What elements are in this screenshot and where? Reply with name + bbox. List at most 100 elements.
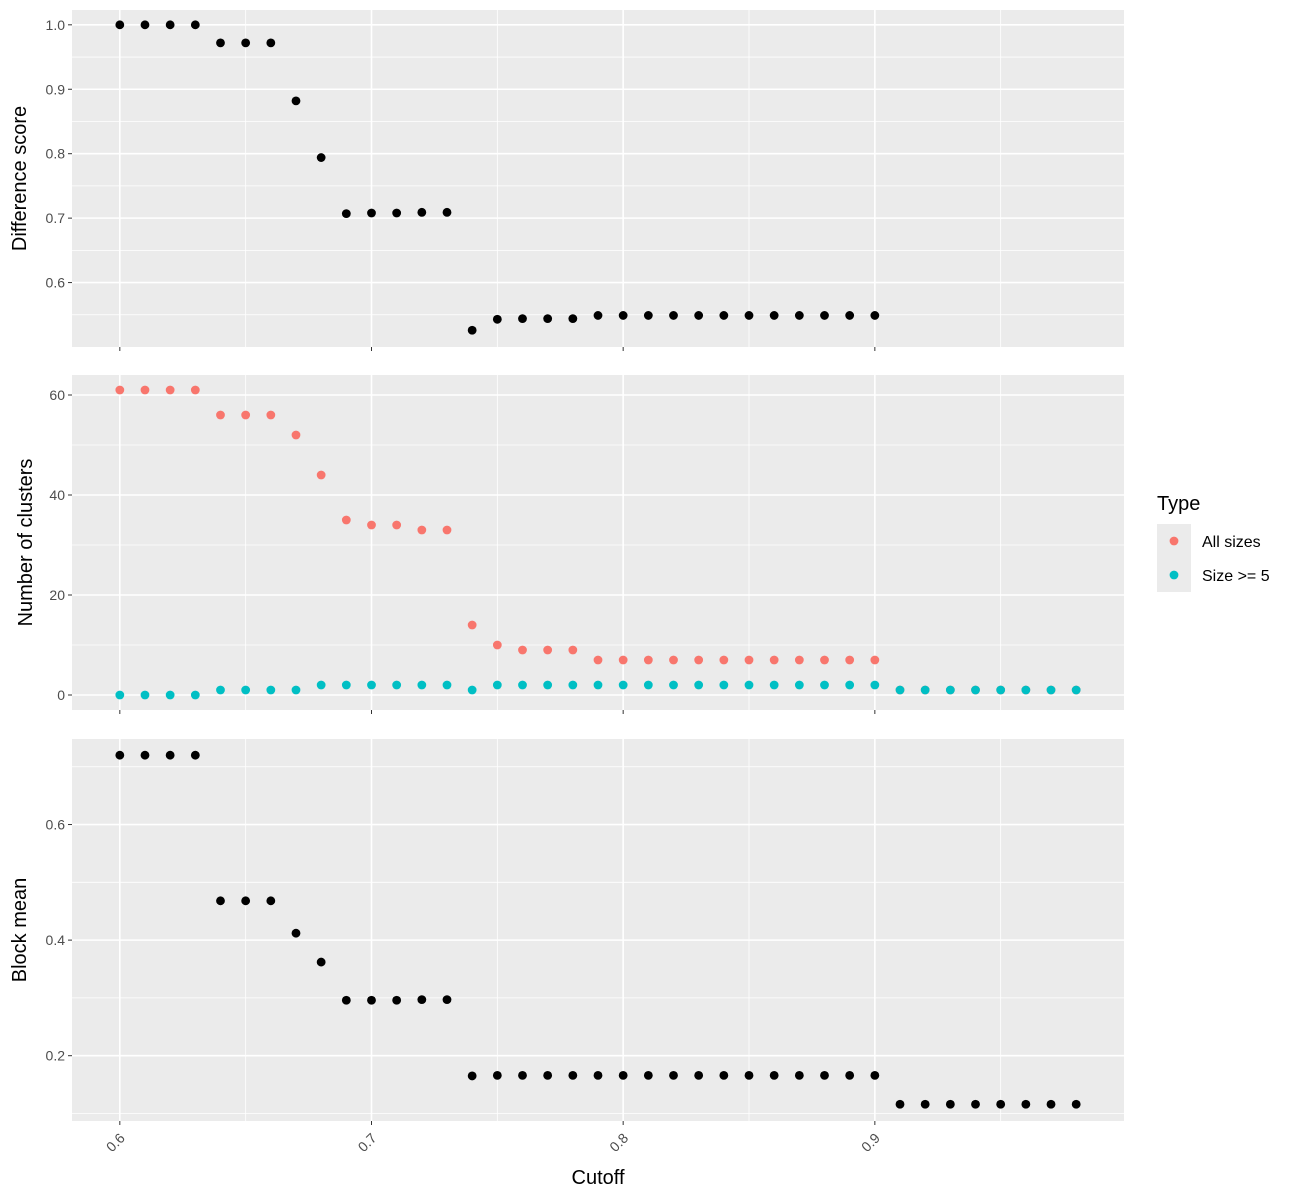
data-point	[996, 685, 1006, 695]
y-tick-label: 0.7	[46, 210, 66, 226]
data-point	[744, 1070, 754, 1080]
data-point	[165, 750, 175, 760]
data-point	[417, 995, 427, 1005]
legend-label: Size >= 5	[1202, 568, 1270, 585]
y-tick-label: 0.4	[46, 932, 66, 948]
data-point	[417, 525, 427, 535]
data-point	[996, 1099, 1006, 1109]
panel-background	[72, 739, 1124, 1121]
data-point	[870, 1070, 880, 1080]
data-point	[216, 896, 225, 906]
legend-swatch	[1169, 536, 1179, 546]
data-point	[543, 680, 553, 690]
data-point	[618, 1070, 628, 1080]
data-point	[568, 314, 578, 324]
data-point	[1071, 1099, 1081, 1109]
data-point	[216, 410, 225, 420]
legend-label: All sizes	[1202, 534, 1261, 551]
y-tick-label: 1.0	[46, 17, 66, 33]
data-point	[518, 680, 527, 690]
data-point	[492, 1070, 502, 1080]
data-point	[266, 685, 276, 695]
data-point	[543, 314, 553, 324]
y-axis-title: Block mean	[9, 878, 31, 983]
data-point	[266, 38, 276, 48]
data-point	[467, 325, 477, 335]
data-point	[794, 655, 804, 665]
data-point	[820, 1070, 829, 1080]
data-point	[190, 750, 200, 760]
data-point	[115, 385, 125, 395]
data-point	[115, 690, 125, 700]
data-point	[190, 690, 200, 700]
data-point	[719, 655, 729, 665]
panel-background	[72, 375, 1124, 710]
y-tick-label: 60	[49, 387, 65, 403]
data-point	[392, 680, 402, 690]
data-point	[417, 680, 427, 690]
data-point	[694, 680, 704, 690]
data-point	[945, 685, 955, 695]
panel-2: 0 20 40 60 Number of clusters	[15, 375, 1124, 714]
y-tick-label: 0	[57, 687, 65, 703]
data-point	[140, 690, 150, 700]
data-point	[367, 680, 376, 690]
data-point	[316, 153, 326, 162]
data-point	[165, 690, 175, 700]
data-point	[845, 1070, 855, 1080]
x-tick-label: 0.7	[355, 1130, 380, 1155]
data-point	[367, 995, 376, 1005]
y-tick-label: 0.9	[46, 81, 66, 97]
data-point	[241, 896, 251, 906]
data-point	[719, 1070, 729, 1080]
data-point	[266, 896, 276, 906]
data-point	[618, 311, 628, 320]
data-point	[341, 515, 351, 525]
data-point	[291, 96, 301, 106]
data-point	[492, 640, 502, 650]
data-point	[291, 685, 301, 695]
data-point	[1046, 1099, 1056, 1109]
y-tick-label: 0.2	[46, 1048, 66, 1064]
data-point	[216, 685, 225, 695]
panel-3: 0.2 0.4 0.6 Block mean	[9, 739, 1124, 1125]
y-axis-title: Difference score	[9, 106, 31, 251]
data-point	[1021, 1099, 1031, 1109]
data-point	[593, 655, 603, 665]
data-point	[492, 680, 502, 690]
data-point	[140, 20, 150, 30]
data-point	[467, 1071, 477, 1081]
data-point	[971, 685, 980, 695]
data-point	[945, 1099, 955, 1109]
data-point	[467, 620, 477, 630]
data-point	[442, 995, 452, 1005]
data-point	[467, 685, 477, 695]
data-point	[845, 680, 855, 690]
data-point	[518, 1070, 527, 1080]
data-point	[769, 680, 779, 690]
data-point	[291, 928, 301, 938]
data-point	[543, 645, 553, 655]
x-axis-title: Cutoff	[572, 1167, 625, 1189]
data-point	[694, 1070, 704, 1080]
data-point	[920, 1099, 930, 1109]
data-point	[140, 385, 150, 395]
data-point	[568, 680, 578, 690]
data-point	[291, 430, 301, 440]
data-point	[1046, 685, 1056, 695]
legend: Type All sizes Size >= 5	[1157, 493, 1270, 592]
data-point	[442, 207, 452, 217]
data-point	[442, 525, 452, 535]
data-point	[744, 311, 754, 320]
x-tick-label: 0.8	[606, 1130, 631, 1155]
data-point	[593, 311, 603, 320]
data-point	[140, 750, 150, 760]
data-point	[593, 1070, 603, 1080]
data-point	[341, 209, 351, 219]
data-point	[568, 645, 578, 655]
data-point	[820, 655, 829, 665]
data-point	[442, 680, 452, 690]
data-point	[316, 957, 326, 967]
data-point	[190, 20, 200, 30]
data-point	[643, 311, 653, 320]
